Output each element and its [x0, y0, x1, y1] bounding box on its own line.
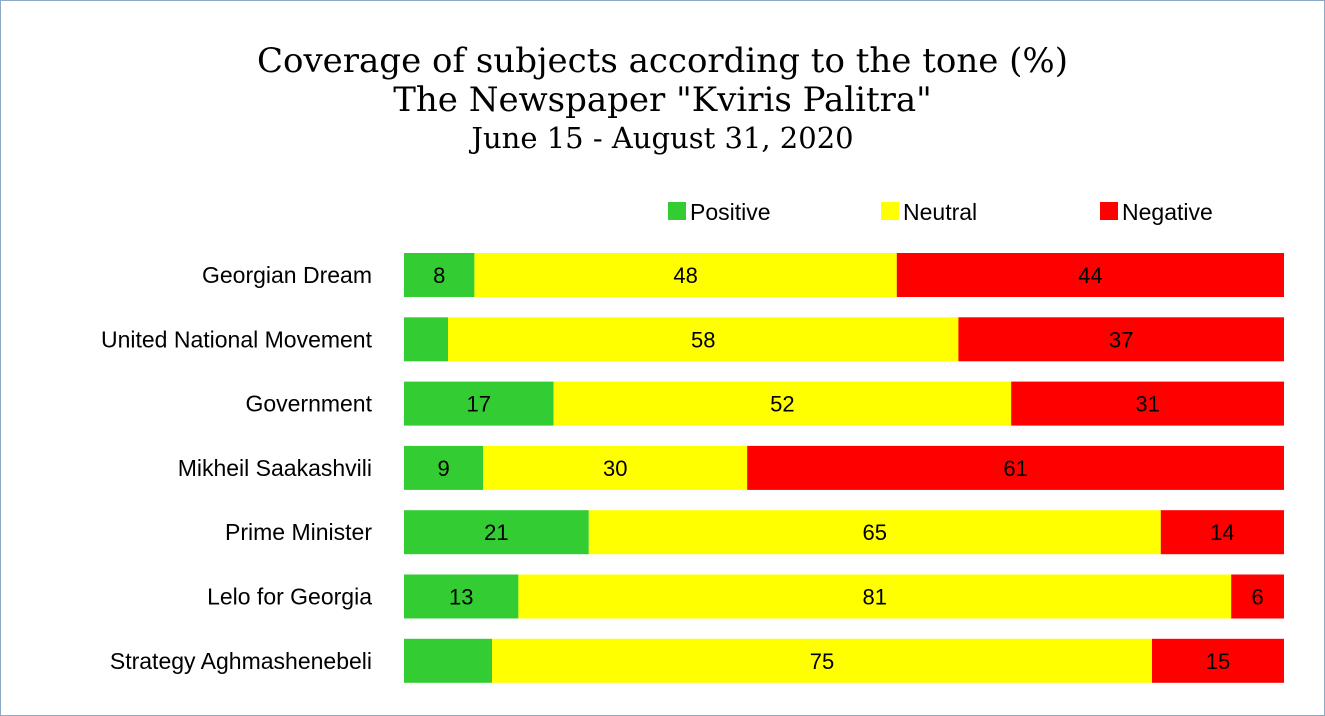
- data-label: 8: [433, 263, 445, 288]
- bar-segment-positive: [404, 381, 554, 426]
- data-label: 44: [1078, 263, 1102, 288]
- data-label: 65: [863, 520, 887, 545]
- chart-title-block: Coverage of subjects according to the to…: [0, 41, 1325, 156]
- bar-segment-neutral: [553, 381, 1012, 426]
- legend-swatch-negative: [1100, 202, 1118, 220]
- legend-swatch-positive: [668, 202, 686, 220]
- data-label: 21: [484, 520, 508, 545]
- category-label: Mikheil Saakashvili: [178, 455, 372, 481]
- bar-segment-positive: [404, 574, 519, 619]
- bar-segment-negative: [1011, 381, 1284, 426]
- legend-swatch-neutral: [881, 202, 899, 220]
- data-label: 30: [603, 456, 627, 481]
- category-label: Strategy Aghmashenebeli: [110, 648, 372, 674]
- bar-segment-negative: [1231, 574, 1284, 619]
- data-label: 13: [449, 585, 473, 610]
- category-label: United National Movement: [101, 326, 373, 352]
- chart-period: June 15 - August 31, 2020: [471, 121, 854, 156]
- bar-segment-negative: [747, 445, 1284, 490]
- bar-segment-neutral: [474, 253, 897, 297]
- legend-label-neutral: Neutral: [903, 199, 977, 225]
- data-label: 61: [1003, 456, 1027, 481]
- category-label: Government: [245, 391, 372, 417]
- data-label: 9: [437, 456, 449, 481]
- bar-segment-neutral: [588, 510, 1161, 555]
- bar-segment-negative: [896, 253, 1284, 297]
- category-label: Lelo for Georgia: [207, 584, 372, 610]
- bar-segment-positive: [404, 445, 484, 490]
- bar-segment-negative: [958, 317, 1284, 362]
- data-label: 48: [673, 263, 697, 288]
- category-label: Prime Minister: [225, 519, 372, 545]
- data-label: 52: [770, 392, 794, 417]
- legend-label-negative: Negative: [1122, 199, 1213, 225]
- data-label: 14: [1210, 520, 1234, 545]
- data-label: 81: [863, 585, 887, 610]
- legend-label-positive: Positive: [690, 199, 771, 225]
- bar-segment-neutral: [448, 317, 959, 362]
- category-label: Georgian Dream: [202, 262, 372, 288]
- data-label: 15: [1206, 649, 1230, 674]
- data-label: 58: [691, 327, 715, 352]
- bar-segment-negative: [1152, 638, 1284, 683]
- data-label: 75: [810, 649, 834, 674]
- bar-segment-positive: [404, 317, 448, 362]
- bar-segment-neutral: [492, 638, 1152, 683]
- bar-segment-neutral: [483, 445, 748, 490]
- bar-segment-neutral: [518, 574, 1232, 619]
- data-label: 17: [467, 392, 491, 417]
- data-label: 6: [1251, 585, 1263, 610]
- chart-subtitle: The Newspaper "Kviris Palitra": [393, 80, 932, 121]
- bar-segment-negative: [1160, 510, 1284, 555]
- chart-title: Coverage of subjects according to the to…: [256, 41, 1069, 81]
- bar-segment-positive: [404, 253, 475, 297]
- bar-segment-positive: [404, 638, 492, 683]
- bar-segment-positive: [404, 510, 589, 555]
- data-label: 31: [1135, 392, 1159, 417]
- data-label: 37: [1109, 327, 1133, 352]
